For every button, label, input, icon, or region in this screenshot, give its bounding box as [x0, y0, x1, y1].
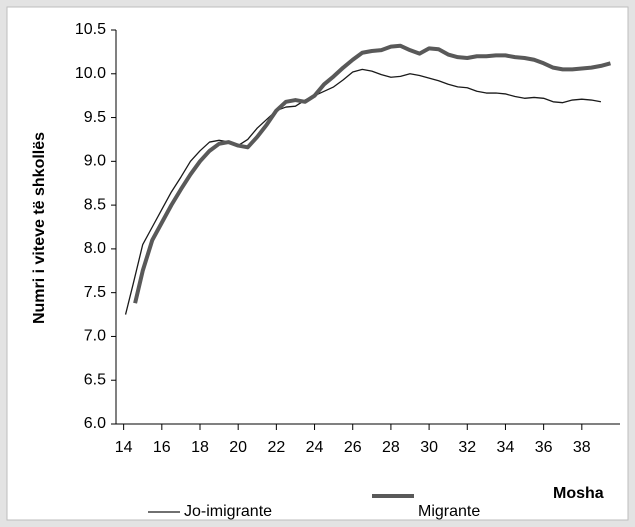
y-tick-label: 6.0: [84, 415, 106, 432]
y-tick-label: 10.5: [75, 21, 106, 38]
x-tick-label: 28: [382, 439, 400, 456]
x-tick-label: 34: [497, 439, 515, 456]
y-tick-label: 9.0: [84, 153, 106, 170]
y-tick-label: 10.0: [75, 65, 106, 82]
x-tick-label: 22: [267, 439, 285, 456]
x-tick-label: 38: [573, 439, 591, 456]
x-tick-label: 30: [420, 439, 438, 456]
y-tick-label: 7.5: [84, 284, 106, 301]
y-tick-label: 7.0: [84, 328, 106, 345]
legend-label: Migrante: [418, 503, 480, 520]
x-tick-label: 18: [191, 439, 209, 456]
y-tick-label: 6.5: [84, 371, 106, 388]
x-axis-label: Mosha: [553, 485, 604, 502]
x-tick-label: 14: [115, 439, 133, 456]
x-tick-label: 20: [229, 439, 247, 456]
y-tick-label: 8.0: [84, 240, 106, 257]
y-axis-label: Numri i viteve të shkollës: [31, 132, 48, 324]
y-tick-label: 9.5: [84, 109, 106, 126]
x-tick-label: 24: [306, 439, 324, 456]
x-tick-label: 26: [344, 439, 362, 456]
x-tick-label: 16: [153, 439, 171, 456]
x-tick-label: 36: [535, 439, 553, 456]
series-line: [124, 68, 602, 315]
x-tick-label: 32: [458, 439, 476, 456]
legend-label: Jo-imigrante: [184, 503, 272, 520]
y-tick-label: 8.5: [84, 196, 106, 213]
series-line: [133, 43, 611, 304]
